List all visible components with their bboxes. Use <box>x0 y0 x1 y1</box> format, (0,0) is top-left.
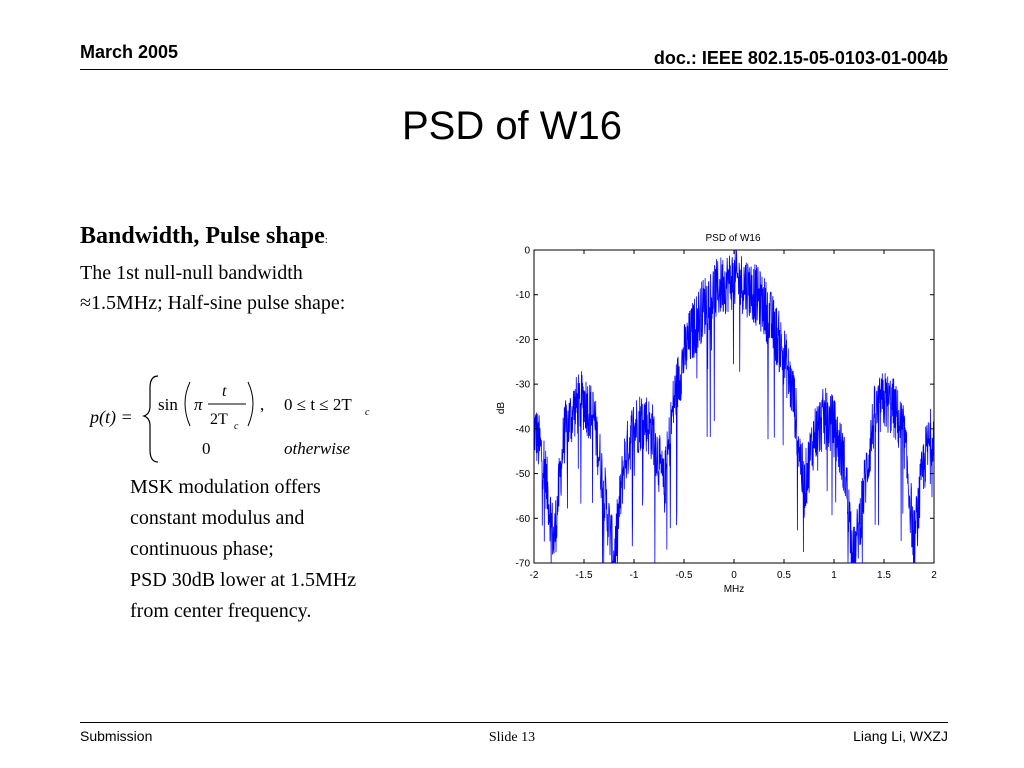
footer-divider <box>80 722 948 723</box>
chart-title: PSD of W16 <box>705 233 760 244</box>
header-doc-id: doc.: IEEE 802.15-05-0103-01-004b <box>653 48 948 68</box>
eq-pi: π <box>194 395 203 414</box>
footer-submission: Submission <box>80 728 153 744</box>
eq-otherwise: otherwise <box>284 439 351 458</box>
x-tick-label: 0.5 <box>777 570 791 581</box>
eq-comma: , <box>260 395 264 414</box>
x-tick-label: -0.5 <box>675 570 693 581</box>
notes-text: MSK modulation offers constant modulus a… <box>130 472 356 627</box>
psd-chart: PSD of W16 -2 -1.5 -1 -0.5 0 0.5 1 1.5 2 0 -10 -20… <box>488 226 948 606</box>
x-tick-label: -1.5 <box>575 570 593 581</box>
slide-title: PSD of W16 <box>401 104 623 148</box>
eq-zero: 0 <box>202 439 211 458</box>
header-date: March 2005 <box>80 42 179 62</box>
pulse-equation: p(t) = sin π t 2T c , 0 ≤ t ≤ 2T c 0 oth… <box>86 368 386 468</box>
subtitle-colon: : <box>324 234 328 246</box>
eq-sin: sin <box>158 395 178 414</box>
y-tick-label: 0 <box>524 246 530 257</box>
note-line: from center frequency. <box>130 600 312 622</box>
eq-left-paren <box>184 381 191 427</box>
y-tick-label: -50 <box>516 469 531 480</box>
y-tick-label: -30 <box>516 380 531 391</box>
x-axis-label: MHz <box>724 584 745 595</box>
psd-series <box>533 249 935 564</box>
eq-condition: 0 ≤ t ≤ 2T <box>284 395 352 414</box>
note-line: MSK modulation offers <box>130 476 321 498</box>
y-axis-label: dB <box>496 402 507 415</box>
y-tick-label: -60 <box>516 514 531 525</box>
footer-slide-number: Slide 13 <box>488 730 536 745</box>
y-tick-label: -10 <box>516 290 531 301</box>
y-tick-label: -40 <box>516 424 531 435</box>
eq-brace <box>142 375 159 463</box>
x-tick-label: 1.5 <box>877 570 891 581</box>
subtitle-text: Bandwidth, Pulse shape <box>80 223 325 249</box>
eq-lhs: p(t) = <box>88 407 133 428</box>
eq-right-paren <box>247 381 254 427</box>
psd-chart-svg: PSD of W16 -2 -1.5 -1 -0.5 0 0.5 1 1.5 2 0 -10 -20… <box>496 233 937 595</box>
x-tick-label: 0 <box>731 570 737 581</box>
psd-line <box>533 249 935 564</box>
x-tick-label: 2 <box>931 570 937 581</box>
header-divider <box>80 69 948 70</box>
eq-denominator: 2T <box>210 411 228 428</box>
note-line: constant modulus and <box>130 507 305 529</box>
x-tick-label: -2 <box>530 570 539 581</box>
slide-subtitle: Bandwidth, Pulse shape: <box>80 223 328 250</box>
note-line: continuous phase; <box>130 538 274 560</box>
note-line: PSD 30dB lower at 1.5MHz <box>130 569 357 591</box>
x-tick-label: -1 <box>630 570 639 581</box>
eq-condition-sub: c <box>365 407 370 418</box>
footer-author: Liang Li, WXZJ <box>853 728 948 744</box>
intro-line: The 1st null-null bandwidth <box>80 262 303 284</box>
x-axis-ticks: -2 -1.5 -1 -0.5 0 0.5 1 1.5 2 <box>530 250 937 581</box>
y-axis-ticks: 0 -10 -20 -30 -40 -50 -60 -70 <box>516 246 934 570</box>
intro-text: The 1st null-null bandwidth ≈1.5MHz; Hal… <box>80 258 345 318</box>
intro-line: ≈1.5MHz; Half-sine pulse shape: <box>80 292 346 314</box>
y-tick-label: -70 <box>516 559 531 570</box>
eq-denominator-sub: c <box>234 421 239 432</box>
x-tick-label: 1 <box>831 570 837 581</box>
y-tick-label: -20 <box>516 335 531 346</box>
eq-numerator: t <box>222 383 227 400</box>
